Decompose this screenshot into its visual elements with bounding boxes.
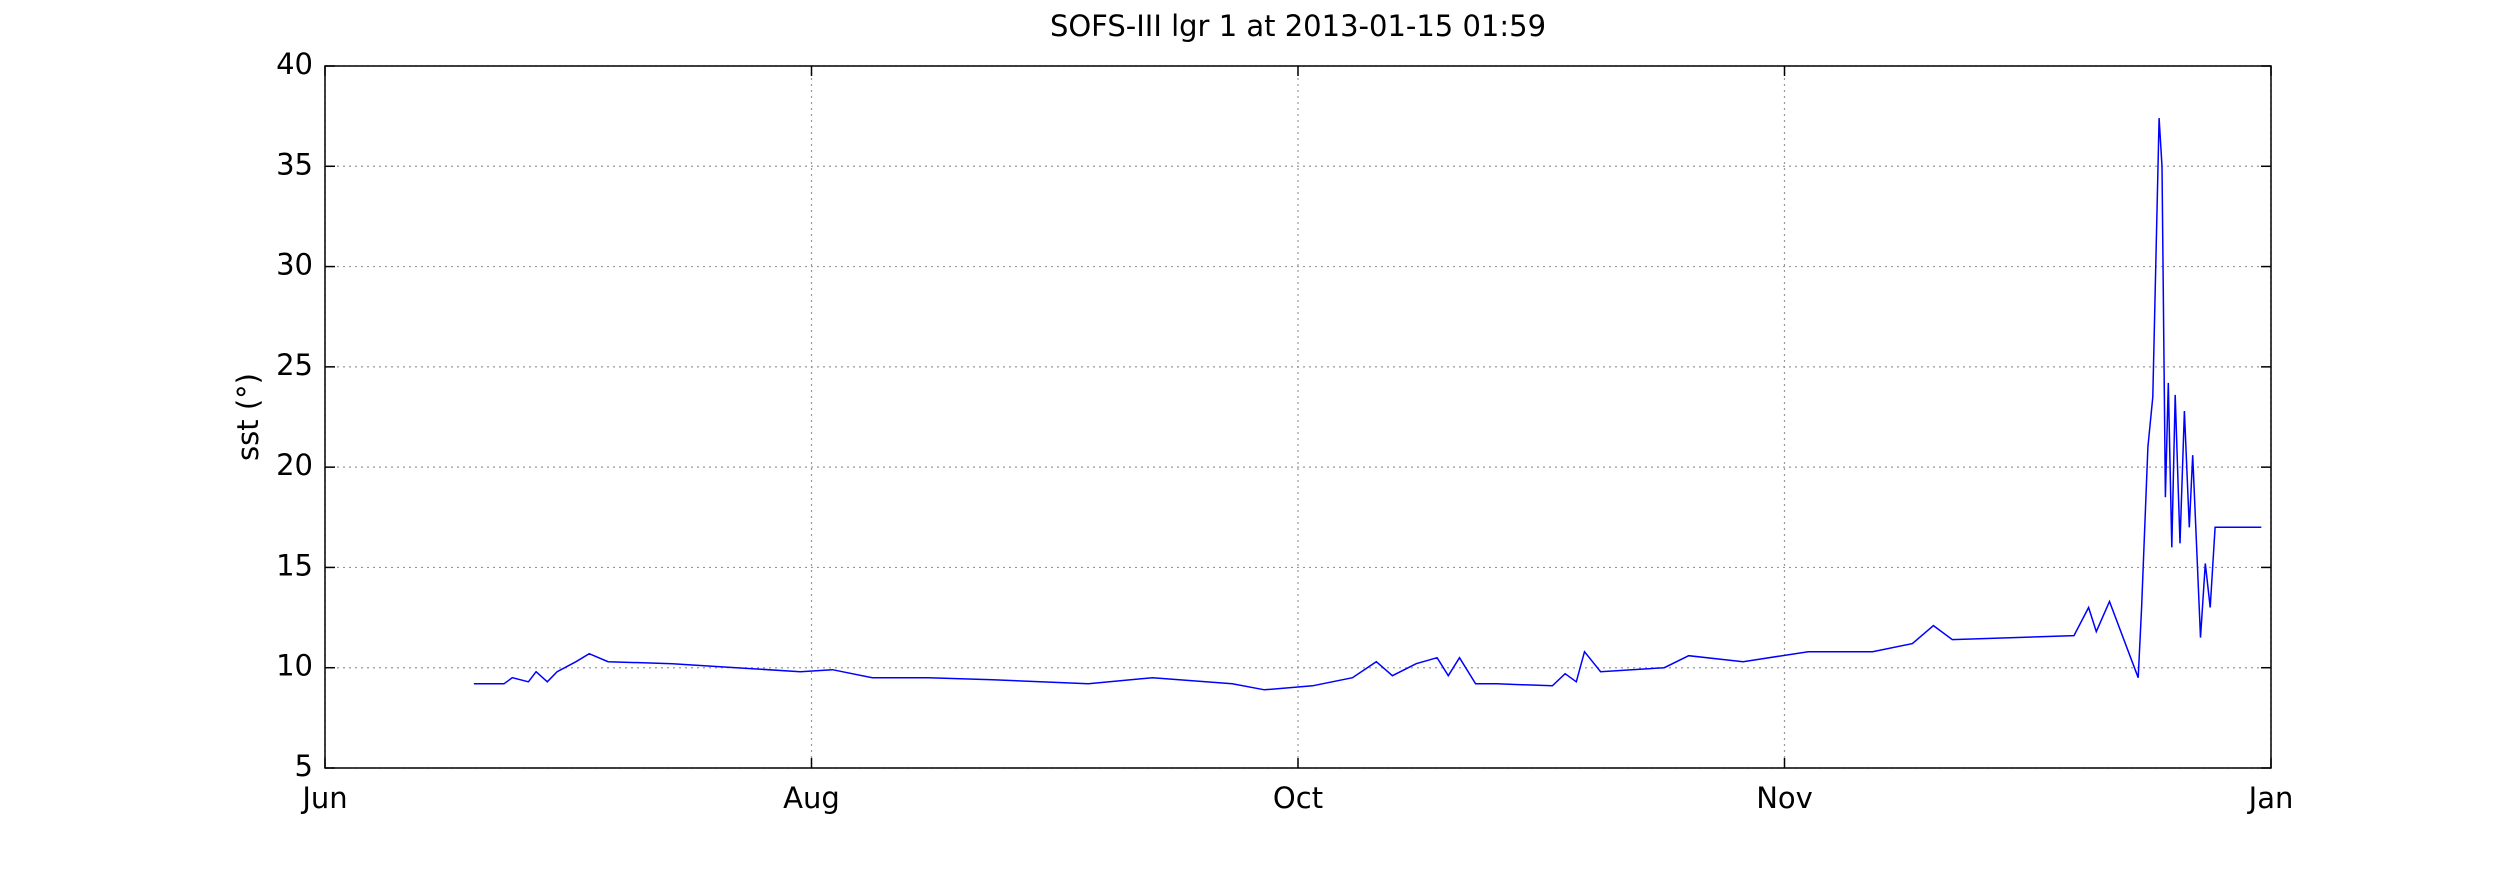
x-tick-label: Jan	[2247, 781, 2294, 815]
plot-frame	[324, 65, 2272, 769]
chart-title: SOFS-III lgr 1 at 2013-01-15 01:59	[1050, 9, 1546, 43]
y-tick-label: 10	[276, 649, 313, 683]
x-tick-label: Nov	[1756, 781, 1813, 815]
y-tick-label: 15	[276, 548, 313, 582]
y-tick-label: 5	[295, 749, 313, 783]
y-tick-label: 30	[276, 248, 313, 282]
y-tick-label: 25	[276, 348, 313, 382]
x-tick-label: Oct	[1273, 781, 1323, 815]
x-tick-label: Jun	[300, 781, 347, 815]
x-tick-label: Aug	[783, 781, 840, 815]
y-tick-label: 20	[276, 448, 313, 482]
data-line	[473, 118, 2262, 691]
y-tick-label: 35	[276, 147, 313, 181]
y-tick-label: 40	[276, 47, 313, 81]
y-axis-label: sst (°)	[231, 373, 265, 461]
